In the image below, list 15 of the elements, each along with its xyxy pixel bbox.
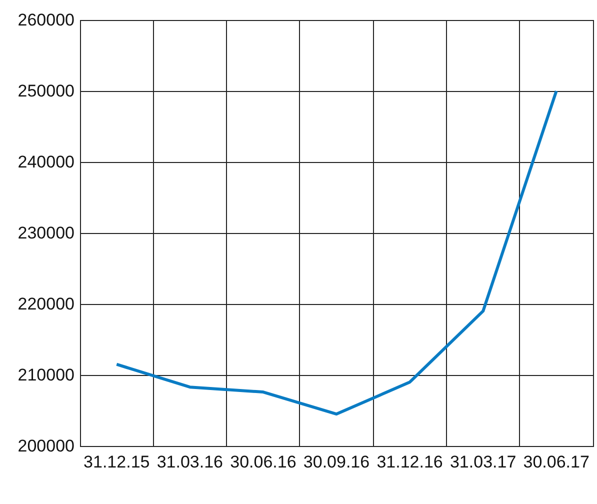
y-tick-label: 260000 <box>18 10 74 30</box>
x-tick-label: 30.06.17 <box>523 452 590 472</box>
x-tick-label: 31.03.16 <box>156 452 224 472</box>
y-tick-label: 240000 <box>18 152 74 172</box>
y-tick-label: 200000 <box>18 436 74 456</box>
y-tick-label: 220000 <box>18 294 74 314</box>
x-tick-label: 30.06.16 <box>230 452 296 472</box>
y-tick-label: 230000 <box>18 224 74 242</box>
line-series <box>115 90 558 416</box>
x-tick-label: 31.12.15 <box>84 452 150 472</box>
x-tick-label: 30.09.16 <box>303 452 370 472</box>
y-tick-label: 210000 <box>18 366 74 384</box>
x-tick-label: 31.12.16 <box>376 452 443 472</box>
x-tick-label: 31.03.17 <box>450 452 516 472</box>
y-tick-label: 250000 <box>18 82 74 100</box>
